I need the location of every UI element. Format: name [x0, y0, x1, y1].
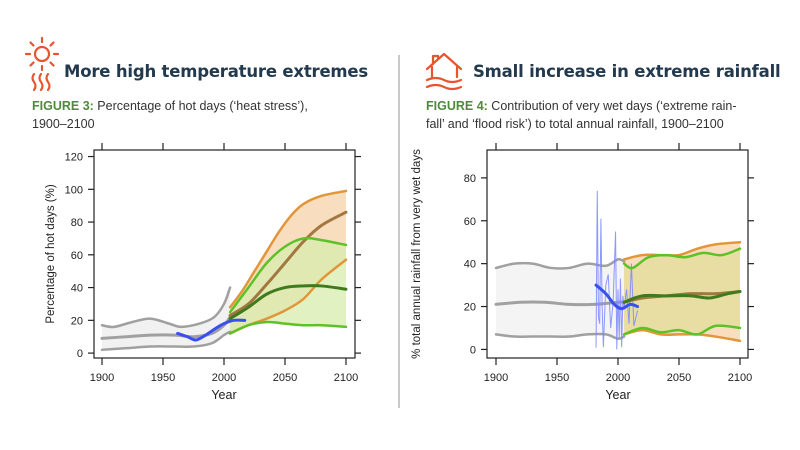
left-heading: More high temperature extremes [64, 62, 369, 81]
x-tick-label: 1950 [151, 372, 175, 384]
y-tick-label: 20 [71, 315, 83, 327]
sun-heat-icon [24, 36, 60, 92]
y-tick-label: 80 [464, 173, 476, 185]
x-tick-label: 2100 [728, 372, 752, 384]
hot-days-chart: 1900 1950 2000 2050 2100 0 20 40 60 80 100 120 Year P… [45, 143, 361, 402]
x-tick-label: 2050 [273, 372, 297, 384]
left-caption-line2: 1900–2100 [32, 117, 95, 131]
right-panel: Small increase in extreme rainfall FIGUR… [400, 0, 800, 450]
series-line-observed-smoothed [176, 318, 247, 342]
series-line-high-emissions-upper [228, 189, 348, 309]
x-tick-label: 1900 [90, 372, 114, 384]
right-caption: FIGURE 4: Contribution of very wet days … [426, 97, 737, 133]
band-historical-range [496, 259, 625, 339]
y-axis-label: Percentage of hot days (%) [45, 184, 57, 324]
y-tick-label: 80 [71, 217, 83, 229]
right-caption-line2: fall’ and ‘flood risk’) to total annual … [426, 117, 724, 131]
series-line-high-emissions-upper [622, 240, 742, 261]
y-tick-label: 120 [65, 152, 83, 164]
x-tick-label: 2050 [667, 372, 691, 384]
panel-divider [398, 55, 400, 408]
series-line-historical-upper [100, 286, 232, 329]
band-low-emissions-range [624, 248, 740, 335]
series-line-low-emissions-upper [228, 236, 348, 314]
figure-3-label: FIGURE 3: [32, 99, 94, 113]
y-tick-label: 0 [470, 344, 476, 356]
x-tick-label: 1900 [484, 372, 508, 384]
series-line-historical-lower [100, 330, 232, 352]
series-line-historical-lower [494, 332, 626, 340]
y-tick-label: 100 [65, 184, 83, 196]
y-tick-label: 60 [464, 216, 476, 228]
series-line-low-emissions-lower [622, 324, 742, 336]
wet-days-chart: 1900 1950 2000 2050 2100 0 20 40 60 80 Year % total… [411, 143, 754, 402]
x-axis-label: Year [605, 388, 630, 402]
series-line-low-emissions-median [622, 290, 742, 304]
series-line-observed-smoothed [594, 283, 640, 311]
x-axis-label: Year [211, 388, 236, 402]
series-line-low-emissions-upper [622, 247, 742, 270]
series-line-low-emissions-lower [228, 320, 348, 335]
series-line-observed-annual [595, 190, 639, 350]
series-line-high-emissions-median [228, 210, 348, 317]
figure-4-label: FIGURE 4: [426, 99, 488, 113]
x-tick-label: 2000 [212, 372, 236, 384]
x-tick-label: 2000 [606, 372, 630, 384]
series-line-high-emissions-lower [622, 328, 742, 343]
y-tick-label: 40 [71, 283, 83, 295]
left-caption-line1: Percentage of hot days (‘heat stress’), [93, 99, 308, 113]
left-caption: FIGURE 3: Percentage of hot days (‘heat … [32, 97, 308, 133]
left-panel: More high temperature extremes FIGURE 3:… [24, 36, 369, 402]
x-tick-label: 2100 [334, 372, 358, 384]
y-axis-label: % total annual rainfall from very wet da… [411, 149, 423, 359]
right-caption-line1: Contribution of very wet days (‘extreme … [487, 99, 737, 113]
x-tick-label: 1950 [545, 372, 569, 384]
y-tick-label: 60 [71, 250, 83, 262]
y-tick-label: 20 [464, 302, 476, 314]
right-heading: Small increase in extreme rainfall [473, 62, 781, 81]
flooded-house-icon [425, 52, 463, 91]
series-line-historical-upper [494, 257, 626, 270]
y-tick-label: 0 [77, 348, 83, 360]
y-tick-label: 40 [464, 259, 476, 271]
band-historical-range [102, 287, 231, 350]
series-line-low-emissions-median [228, 284, 348, 321]
